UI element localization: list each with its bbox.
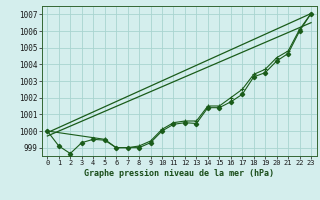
X-axis label: Graphe pression niveau de la mer (hPa): Graphe pression niveau de la mer (hPa) <box>84 169 274 178</box>
